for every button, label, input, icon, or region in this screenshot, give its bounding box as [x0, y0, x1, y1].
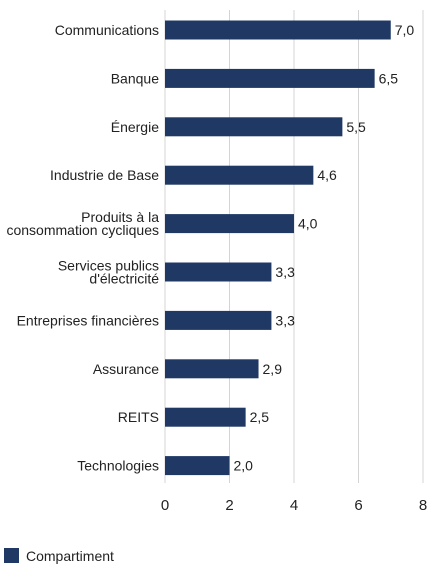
data-label: 2,5	[250, 409, 270, 425]
category-label: Banque	[111, 70, 159, 86]
bar	[165, 359, 259, 379]
category-label-line: Entreprises financières	[17, 312, 159, 328]
category-label-line: d'électricité	[89, 271, 159, 287]
data-label: 5,5	[346, 119, 366, 135]
category-label-line: Services publics	[58, 258, 159, 274]
category-label: Assurance	[93, 361, 159, 377]
category-label-line: consommation cycliques	[6, 222, 159, 238]
bar	[165, 407, 246, 427]
category-label: Services publics d'électricité	[58, 258, 159, 287]
data-label: 3,3	[275, 264, 295, 280]
x-tick-label: 6	[354, 497, 362, 514]
x-tick-label: 0	[161, 497, 169, 514]
data-label: 3,3	[275, 312, 295, 328]
legend-swatch	[4, 548, 19, 563]
category-label-line: Banque	[111, 70, 159, 86]
bar	[165, 117, 343, 137]
category-label-line: Assurance	[93, 361, 159, 377]
bar	[165, 68, 375, 88]
x-tick-label: 2	[225, 497, 233, 514]
category-label-line: Industrie de Base	[50, 167, 159, 183]
bar	[165, 456, 230, 476]
bar	[165, 165, 314, 185]
data-label: 6,5	[379, 70, 399, 86]
data-label: 2,0	[234, 458, 254, 474]
bar	[165, 20, 391, 40]
x-tick-label: 8	[419, 497, 427, 514]
category-label-line: Technologies	[77, 458, 159, 474]
data-label: 2,9	[263, 361, 283, 377]
legend-label: Compartiment	[26, 548, 114, 564]
data-label: 4,0	[298, 216, 318, 232]
category-label: REITS	[118, 409, 159, 425]
grid-lines	[164, 10, 424, 483]
x-tick-label: 4	[290, 497, 298, 514]
bar	[165, 214, 294, 234]
x-axis-ticks: 0 2 4 6 8	[161, 497, 427, 514]
category-label: Communications	[55, 22, 159, 38]
category-label-line: Énergie	[111, 119, 159, 135]
value-labels: 7,0 6,5 5,5 4,6 4,0 3,3 3,3 2,9 2,5 2,0	[234, 22, 415, 474]
category-label-line: Produits à la	[81, 209, 159, 225]
data-label: 7,0	[395, 22, 415, 38]
category-label: Produits à la consommation cycliques	[6, 209, 159, 238]
category-label-line: REITS	[118, 409, 159, 425]
bars	[165, 20, 391, 476]
category-labels: Communications Banque Énergie Industrie de …	[6, 22, 159, 474]
category-label: Énergie	[111, 119, 159, 135]
bar	[165, 310, 272, 330]
category-label: Industrie de Base	[50, 167, 159, 183]
category-label-line: Communications	[55, 22, 159, 38]
legend: Compartiment	[4, 548, 114, 564]
category-label: Technologies	[77, 458, 159, 474]
bar	[165, 262, 272, 282]
category-label: Entreprises financières	[17, 312, 159, 328]
data-label: 4,6	[317, 167, 337, 183]
